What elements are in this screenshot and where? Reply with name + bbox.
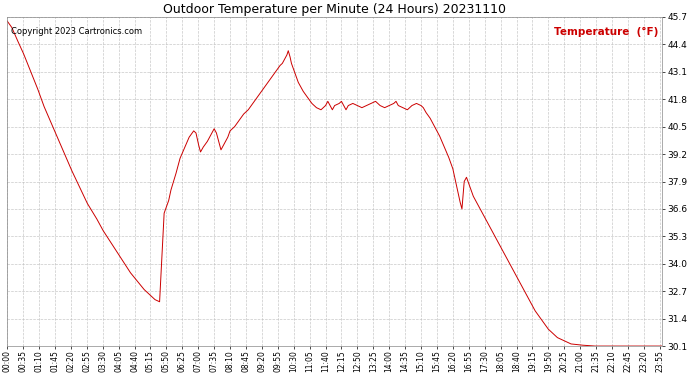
- Text: Copyright 2023 Cartronics.com: Copyright 2023 Cartronics.com: [10, 27, 141, 36]
- Text: Temperature  (°F): Temperature (°F): [554, 27, 658, 37]
- Title: Outdoor Temperature per Minute (24 Hours) 20231110: Outdoor Temperature per Minute (24 Hours…: [163, 3, 506, 16]
